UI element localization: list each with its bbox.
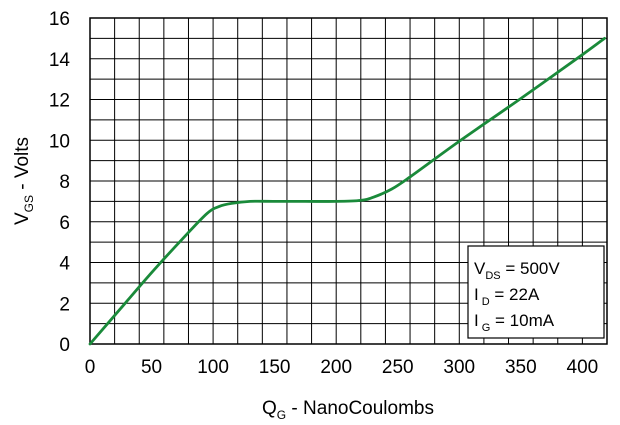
y-tick-label: 2 [59, 294, 70, 315]
y-tick-label: 0 [59, 335, 70, 356]
legend-frame [467, 245, 605, 339]
x-tick-label: 300 [443, 357, 475, 378]
x-tick-label: 350 [505, 357, 537, 378]
x-tick-label: 50 [141, 357, 162, 378]
x-tick-label: 0 [85, 357, 96, 378]
y-tick-labels: 0 2 4 6 8 10 12 14 16 [49, 9, 71, 356]
y-tick-label: 14 [49, 50, 71, 71]
y-tick-label: 8 [59, 172, 70, 193]
y-tick-label: 4 [59, 254, 70, 275]
series-layer [88, 36, 606, 346]
series-line-vgs [88, 36, 606, 346]
x-axis-title: QG - NanoCoulombs [262, 398, 434, 422]
x-tick-label: 400 [567, 357, 599, 378]
x-tick-label: 150 [259, 357, 291, 378]
y-tick-label: 6 [59, 213, 70, 234]
x-tick-label: 250 [382, 357, 414, 378]
x-tick-label: 100 [197, 357, 229, 378]
legend-line-vds: VDS = 500V [474, 259, 560, 282]
plot-frame [89, 17, 608, 345]
y-tick-label: 16 [49, 9, 70, 30]
x-tick-labels: 0 50 100 150 200 250 300 350 400 [85, 357, 599, 378]
x-tick-label: 200 [320, 357, 352, 378]
y-tick-label: 12 [49, 91, 70, 112]
y-axis-title: VGS - Volts [12, 137, 36, 225]
y-tick-label: 10 [49, 131, 70, 152]
